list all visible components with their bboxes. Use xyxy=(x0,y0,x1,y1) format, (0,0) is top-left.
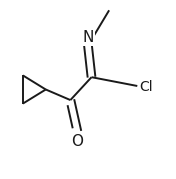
Text: Cl: Cl xyxy=(139,80,153,94)
Text: N: N xyxy=(82,30,94,45)
Text: O: O xyxy=(71,134,83,149)
